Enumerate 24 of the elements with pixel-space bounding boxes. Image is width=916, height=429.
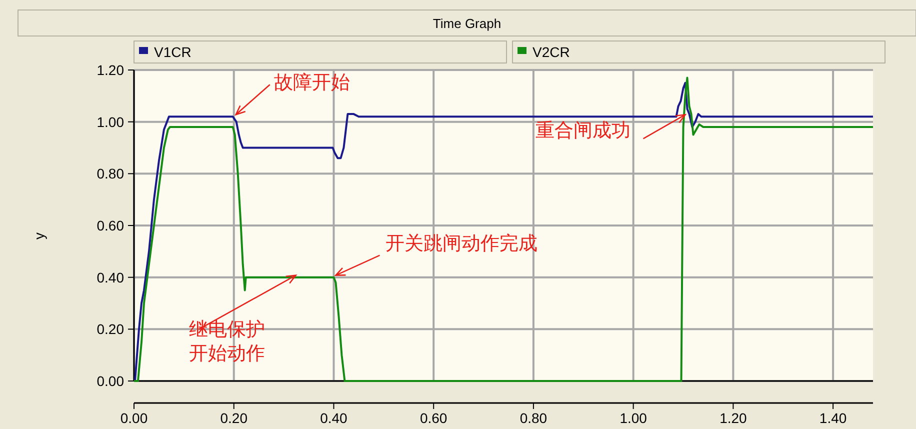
annotation: 故障开始 xyxy=(274,72,350,94)
y-tick-label: 1.00 xyxy=(96,114,124,130)
annotation: 继电保护开始动作 xyxy=(188,318,265,364)
annotation: 开关跳闸动作完成 xyxy=(386,232,538,254)
annotation: 重合闸成功 xyxy=(535,120,630,142)
y-tick-label: 0.60 xyxy=(96,218,124,234)
y-tick-label: 0.80 xyxy=(96,166,124,182)
y-tick-label: 0.00 xyxy=(96,373,124,389)
x-tick-label: 0.20 xyxy=(220,410,248,426)
x-tick-label: 1.20 xyxy=(720,410,748,426)
x-tick-label: 1.00 xyxy=(620,410,648,426)
chart-title: Time Graph xyxy=(432,16,502,31)
x-tick-label: 1.40 xyxy=(819,410,847,426)
legend-label: V2CR xyxy=(532,44,570,60)
y-axis-title: y xyxy=(31,232,47,240)
y-tick-label: 0.20 xyxy=(96,321,124,338)
title-bar: Time Graph xyxy=(18,10,916,36)
legend-label: V1CR xyxy=(154,44,192,60)
x-tick-label: 0.40 xyxy=(320,410,348,426)
x-tick-label: 0.00 xyxy=(120,410,148,426)
x-tick-label: 0.60 xyxy=(420,410,448,426)
y-tick-label: 1.20 xyxy=(96,62,124,78)
x-tick-label: 0.80 xyxy=(520,410,548,426)
y-tick-label: 0.40 xyxy=(96,269,124,286)
